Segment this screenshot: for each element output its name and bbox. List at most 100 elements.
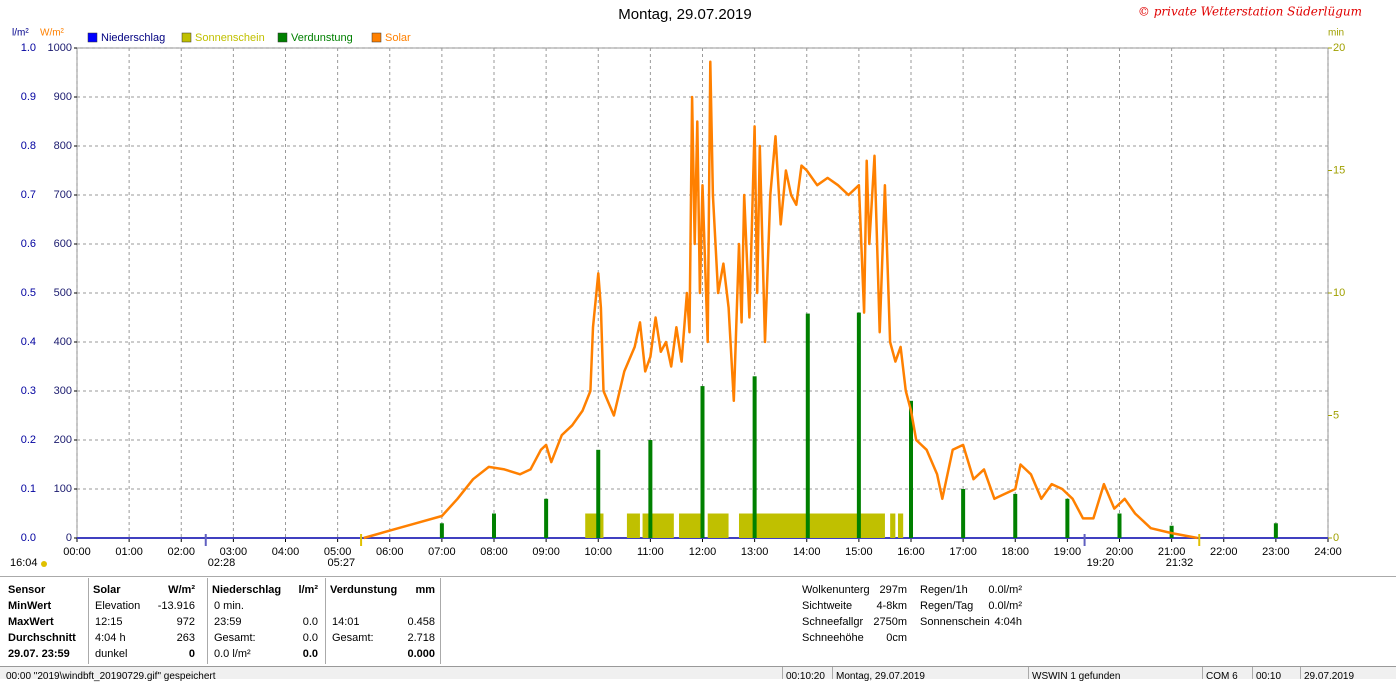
x-tick-label: 05:00 [324,546,352,558]
status-cell: Montag, 29.07.2019 [836,671,925,682]
y-tick-label: 600 [54,238,72,250]
separator [1028,667,1029,679]
separator [832,667,833,679]
bar [700,386,705,538]
x-tick-label: 03:00 [220,546,248,558]
y-tick-label: 300 [54,385,72,397]
status-cell: 00:00 "2019\windbft_20190729.gif" gespei… [6,671,216,682]
separator [440,578,441,664]
info-value: 0cm [886,632,907,644]
annotation-marker [41,561,47,567]
y2-tick-label: 5 [1333,409,1339,421]
y-tick-label: 400 [54,336,72,348]
legend-swatch [87,32,98,43]
y-axis-label: W/m² [40,28,65,39]
x-tick-label: 13:00 [741,546,769,558]
bar [648,440,653,538]
status-cell: 00:10 [1256,671,1282,682]
sunshine-bar [626,513,640,538]
cell: 23:59 [214,616,242,628]
block-name: Verdunstung [330,584,398,596]
info-value: 0.0l/m² [988,600,1022,612]
block-unit: W/m² [168,584,195,596]
y3-tick-label: 0.5 [21,287,36,299]
y3-tick-label: 0.0 [21,532,36,544]
sunshine-bar [897,513,904,538]
legend-label: Niederschlag [101,32,165,44]
row-label: Durchschnitt [8,632,76,644]
y3-tick-label: 0.8 [21,140,36,152]
info-value: 2750m [873,616,907,628]
cell-value: 0 [188,648,195,660]
y-tick-label: 0 [66,532,72,544]
legend-swatch [277,32,288,43]
y3-tick-label: 0.1 [21,483,36,495]
y-tick-label: 800 [54,140,72,152]
cell-value: 2.718 [407,632,435,644]
x-tick-label: 01:00 [115,546,143,558]
status-bar: 00:00 "2019\windbft_20190729.gif" gespei… [0,666,1396,682]
x-tick-label: 14:00 [793,546,821,558]
y-tick-label: 500 [54,287,72,299]
sunshine-bar [585,513,604,538]
info-label: Regen/1h [920,584,968,596]
annotation: 05:27 [328,557,356,569]
y3-tick-label: 1.0 [21,42,36,54]
sunshine-bar [679,513,703,538]
cell: Elevation [95,600,141,612]
y-tick-label: 100 [54,483,72,495]
x-tick-label: 10:00 [584,546,612,558]
x-tick-label: 12:00 [689,546,717,558]
status-cell: 00:10:20 [786,671,825,682]
info-label: Sonnenschein [920,616,990,628]
separator [325,578,326,664]
x-tick-label: 02:00 [167,546,195,558]
legend-swatch [371,32,382,43]
cell-value: 0.0 [302,616,318,628]
y3-tick-label: 0.6 [21,238,36,250]
y-tick-label: 200 [54,434,72,446]
cell-value: 263 [176,632,195,644]
y3-axis-label: l/m² [12,28,29,39]
y3-tick-label: 0.4 [21,336,36,348]
bar [1273,523,1278,538]
x-tick-label: 23:00 [1262,546,1290,558]
credit: © private Wetterstation Süderlügum [1138,5,1362,19]
bar [439,523,444,538]
info-label: Schneehöhe [802,632,864,644]
info-label: Sichtweite [802,600,853,612]
sunshine-bar [642,513,674,538]
chart-title: Montag, 29.07.2019 [618,6,751,23]
cell: 4:04 h [95,632,126,644]
status-cell: COM 6 [1206,671,1238,682]
x-tick-label: 22:00 [1210,546,1238,558]
sunshine-bar [738,513,885,538]
legend-label: Solar [385,32,411,44]
legend-label: Verdunstung [291,32,353,44]
bar [1117,513,1122,538]
y2-tick-label: 10 [1333,287,1345,299]
y3-tick-label: 0.2 [21,434,36,446]
y2-tick-label: 20 [1333,42,1345,54]
cell: 0.0 l/m² [214,648,251,660]
cell: Gesamt: [214,632,256,644]
x-tick-label: 09:00 [532,546,560,558]
bar [1065,498,1070,538]
x-tick-label: 04:00 [272,546,300,558]
legend-swatch [181,32,192,43]
x-tick-label: 11:00 [637,546,664,558]
y-tick-label: 1000 [48,42,72,54]
y3-tick-label: 0.3 [21,385,36,397]
bar [752,376,757,538]
x-tick-label: 06:00 [376,546,404,558]
info-value: 4-8km [876,600,907,612]
annotation: 19:20 [1087,557,1115,569]
y3-tick-label: 0.9 [21,91,36,103]
cell: 12:15 [95,616,123,628]
block-name: Niederschlag [212,584,282,596]
bar [909,400,913,538]
bar [492,513,496,538]
cell-value: -13.916 [157,600,195,612]
block-unit: l/m² [298,584,318,596]
